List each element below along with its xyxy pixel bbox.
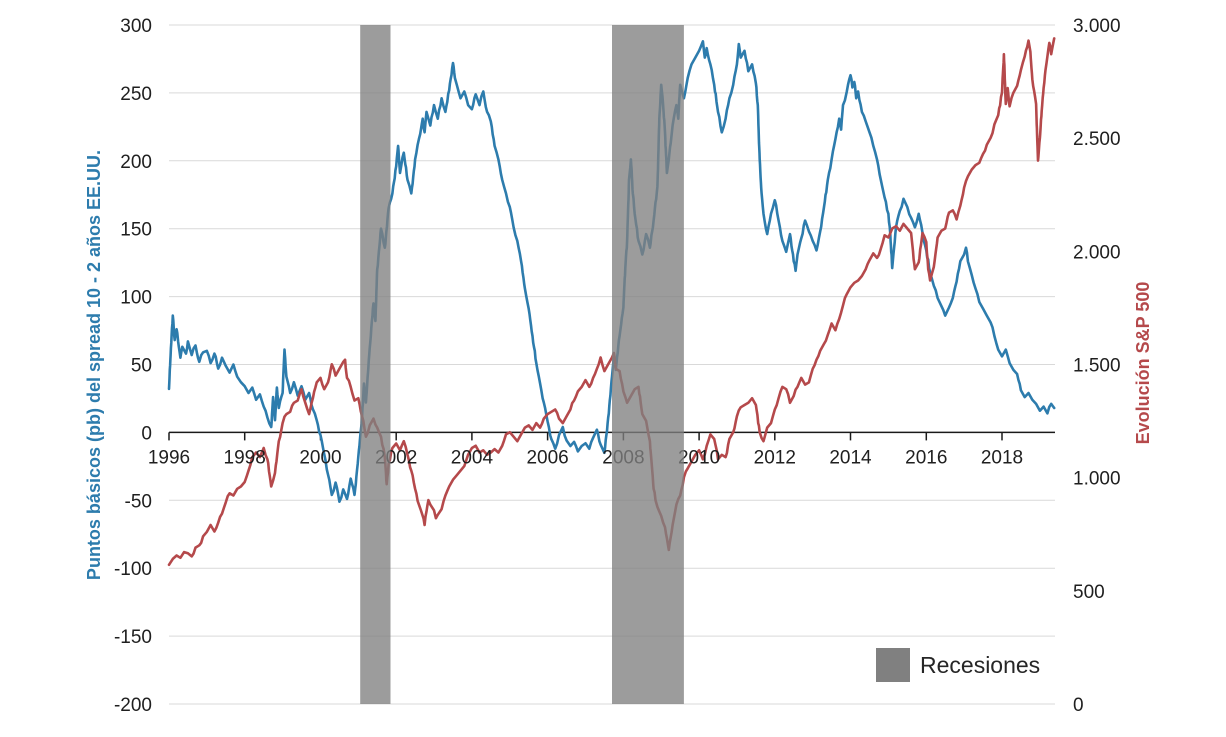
x-tick-label: 2012 bbox=[754, 447, 796, 468]
right-tick-label: 1.000 bbox=[1073, 469, 1121, 490]
legend-label: Recesiones bbox=[920, 651, 1041, 678]
x-tick-label: 2016 bbox=[905, 447, 947, 468]
left-tick-label: -50 bbox=[125, 491, 152, 512]
left-tick-label: 300 bbox=[120, 16, 152, 37]
left-tick-label: 50 bbox=[131, 356, 152, 377]
right-tick-label: 1.500 bbox=[1073, 356, 1121, 377]
right-axis-title: Evolución S&P 500 bbox=[1133, 281, 1153, 445]
legend-recessions: Recesiones bbox=[876, 648, 1040, 682]
x-tick-label: 2018 bbox=[981, 447, 1023, 468]
right-tick-label: 2.000 bbox=[1073, 242, 1121, 263]
x-tick-label: 2014 bbox=[829, 447, 872, 468]
left-tick-label: -100 bbox=[114, 559, 152, 580]
x-tick-label: 2000 bbox=[299, 447, 341, 468]
left-axis-title: Puntos básicos (pb) del spread 10 - 2 añ… bbox=[84, 149, 104, 581]
series-line-right bbox=[167, 37, 1056, 567]
left-tick-label: 0 bbox=[141, 423, 152, 444]
right-tick-label: 0 bbox=[1073, 695, 1084, 716]
left-tick-label: -200 bbox=[114, 695, 152, 716]
right-tick-label: 500 bbox=[1073, 582, 1105, 603]
x-tick-label: 2004 bbox=[451, 447, 494, 468]
x-tick-label: 1998 bbox=[224, 447, 266, 468]
left-tick-label: 250 bbox=[120, 84, 152, 105]
recession-band bbox=[360, 25, 391, 704]
x-tick-label: 1996 bbox=[148, 447, 190, 468]
left-tick-label: 200 bbox=[120, 152, 152, 173]
left-tick-label: -150 bbox=[114, 627, 152, 648]
right-tick-label: 2.500 bbox=[1073, 129, 1121, 150]
recession-swatch bbox=[876, 648, 910, 682]
left-tick-label: 150 bbox=[120, 220, 152, 241]
recession-band bbox=[612, 25, 684, 704]
left-tick-label: 100 bbox=[120, 288, 152, 309]
right-tick-label: 3.000 bbox=[1073, 16, 1121, 37]
x-tick-label: 2010 bbox=[678, 447, 720, 468]
x-tick-label: 2006 bbox=[526, 447, 568, 468]
